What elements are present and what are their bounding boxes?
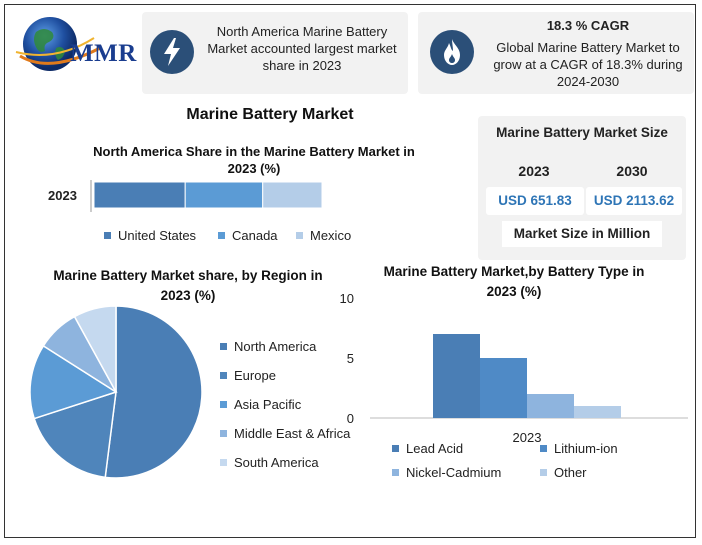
bar-lead-acid [433,334,480,418]
legend-label: Mexico [310,228,352,243]
legend-label: Asia Pacific [234,397,302,412]
pie-legend-item: Asia Pacific [220,397,301,412]
pie-legend-item: South America [220,455,319,470]
bar-legend-item: Other [540,465,587,480]
bar-lithium-ion [480,358,527,418]
legend-label: Canada [232,228,278,243]
globe-icon [15,17,101,71]
card2-text: Global Marine Battery Market to grow at … [493,40,683,89]
chart1-title: North America Share in the Marine Batter… [93,144,415,176]
y-tick-label: 10 [340,291,354,306]
legend-label: Other [554,465,587,480]
legend-swatch [220,372,227,379]
size-year-2023: 2023 [518,163,550,179]
market-size-panel: Marine Battery Market Size 2023 2030 USD… [478,116,686,260]
chart1-legend-us: United States [104,228,196,243]
y-tick-label: 2023 [48,188,77,203]
region-pie-chart [29,305,203,479]
legend-swatch [104,232,111,239]
size-value-2030: USD 2113.62 [586,187,682,215]
bar-other [574,406,621,418]
chart2-title: Marine Battery Market share, by Region i… [53,268,323,303]
pie-legend-item: Middle East & Africa [220,426,350,441]
legend-swatch [220,459,227,466]
bar-canada [184,181,264,209]
pie-legend-item: Europe [220,368,276,383]
legend-swatch [540,469,547,476]
info-card-north-america: North America Marine Battery Market acco… [142,12,408,94]
legend-label: Nickel-Cadmium [406,465,502,480]
legend-swatch [392,469,399,476]
legend-swatch [392,445,399,452]
size-year-2030: 2030 [616,163,648,179]
y-tick-label: 5 [347,351,354,366]
card1-text: North America Marine Battery Market acco… [207,24,397,73]
bar-legend-item: Nickel-Cadmium [392,465,501,480]
legend-swatch [220,401,227,408]
legend-label: Europe [234,368,276,383]
logo-text: MMR [70,40,137,67]
pie-slice-europe [33,390,117,479]
legend-label: United States [118,228,197,243]
chart3-title: Marine Battery Market,by Battery Type in… [383,264,645,299]
bar-legend-item: Lead Acid [392,441,463,456]
flame-icon [430,30,474,74]
north-america-bar-chart: 2023 [48,180,323,212]
legend-swatch [218,232,225,239]
legend-label: Middle East & Africa [234,426,351,441]
info-card-cagr: 18.3 % CAGR Global Marine Battery Market… [418,12,694,94]
chart1-legend-mexico: Mexico [296,228,351,243]
lightning-icon [150,30,194,74]
main-title: Marine Battery Market [186,106,354,123]
legend-swatch [540,445,547,452]
y-tick-label: 0 [347,411,354,426]
legend-label: Lead Acid [406,441,464,456]
size-panel-footer: Market Size in Million [502,221,662,247]
infographic-frame [4,4,696,538]
size-value-2023: USD 651.83 [486,187,584,215]
pie-slice-asia-pacific [29,344,118,420]
pie-legend-item: North America [220,339,316,354]
logo: MMR [12,12,142,74]
legend-swatch [296,232,303,239]
card2-title: 18.3 % CAGR [546,18,630,33]
bar-mexico [262,181,323,209]
bar-united-states [93,181,186,209]
x-tick-label: 2023 [513,430,542,445]
bar-legend-item: Lithium-ion [540,441,618,456]
pie-slice-south-america [73,305,117,393]
chart1-legend-canada: Canada [218,228,278,243]
legend-label: Lithium-ion [554,441,618,456]
legend-label: South America [234,455,319,470]
size-panel-title: Marine Battery Market Size [496,125,668,140]
legend-swatch [220,343,227,350]
legend-swatch [220,430,227,437]
bar-nickel-cadmium [527,394,574,418]
legend-label: North America [234,339,317,354]
battery-type-bar-chart: 10 5 0 2023 [340,291,688,445]
pie-slice-north-america [104,305,203,479]
